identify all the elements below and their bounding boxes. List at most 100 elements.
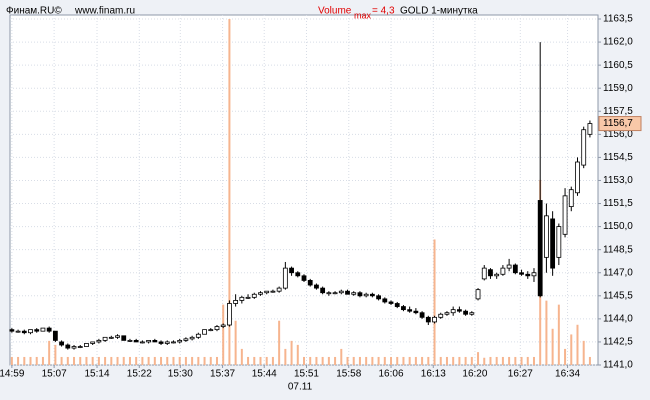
volume-bar — [532, 356, 535, 365]
volume-bar — [340, 348, 343, 365]
volume-bar — [178, 356, 181, 365]
candle-body — [96, 339, 102, 343]
date-label: 07.11 — [288, 382, 313, 393]
x-tick-label: 16:20 — [462, 369, 487, 380]
volume-bar — [73, 356, 76, 365]
candle-body — [59, 341, 64, 346]
volume-bar — [371, 356, 374, 365]
candle-body — [525, 273, 531, 277]
volume-bar — [396, 356, 399, 365]
candle-body — [139, 341, 145, 344]
candle-body — [189, 336, 195, 340]
chart-title: GOLD 1-минутка — [400, 6, 478, 17]
volume-bar — [91, 356, 94, 365]
candle-body — [108, 336, 114, 339]
volume-bar — [445, 356, 448, 365]
candle-body — [276, 287, 282, 292]
volume-bar — [551, 328, 554, 365]
candle-body — [407, 309, 413, 312]
volume-bar — [564, 348, 567, 365]
candle-body — [357, 292, 363, 297]
candle-body — [494, 273, 500, 277]
volume-bar — [10, 356, 13, 365]
volume-bar — [23, 356, 26, 365]
volume-bar — [433, 239, 436, 365]
volume-bar — [483, 357, 486, 365]
y-tick-label: 1141,0 — [603, 360, 633, 371]
volume-bar — [327, 356, 330, 365]
volume-bar — [377, 356, 380, 365]
volume-bar — [346, 356, 349, 365]
volume-bar — [240, 348, 243, 365]
volume-bar — [116, 356, 119, 365]
candle-body — [575, 161, 580, 194]
volume-bar — [508, 356, 511, 365]
last-price-label: 1156,7 — [603, 118, 633, 129]
candle-body — [90, 341, 96, 344]
volume-bar — [271, 356, 274, 365]
volume-sub: max — [354, 10, 372, 20]
volume-bar — [247, 356, 250, 365]
volume-bar — [60, 356, 63, 365]
candle-body — [419, 312, 425, 318]
volume-max: = 4,3 — [372, 6, 395, 17]
volume-bar — [383, 356, 386, 365]
candle-body — [481, 267, 487, 280]
candle-body — [587, 123, 593, 135]
x-tick-label: 15:30 — [168, 369, 193, 380]
candle-body — [506, 264, 512, 269]
volume-bar — [303, 356, 305, 365]
candle-body — [581, 129, 587, 166]
y-tick-label: 1142,5 — [603, 337, 633, 348]
y-tick-label: 1150,0 — [603, 221, 633, 232]
candle-body — [84, 343, 89, 347]
candle-body — [401, 306, 406, 311]
candle-body — [369, 293, 375, 297]
candle-body — [289, 267, 294, 274]
volume-bar — [408, 356, 411, 365]
volume-bar — [464, 356, 467, 365]
candle-body — [282, 267, 288, 289]
volume-bar — [582, 340, 585, 365]
x-tick-label: 16:34 — [555, 369, 580, 380]
volume-bar — [104, 356, 107, 365]
volume-bar — [278, 320, 281, 365]
volume-bar — [402, 356, 405, 365]
y-tick-label: 1157,5 — [603, 106, 633, 117]
candle-body — [432, 316, 437, 323]
volume-bar — [557, 304, 560, 365]
volume-bar — [514, 356, 517, 365]
volume-bar — [439, 356, 442, 365]
volume-bar — [452, 356, 455, 365]
candle-body — [183, 338, 189, 341]
candle-body — [52, 330, 58, 341]
candle-body — [202, 329, 207, 335]
volume-bar — [576, 324, 579, 365]
candle-body — [382, 298, 388, 303]
volume-bar — [184, 356, 187, 365]
volume-bar — [321, 356, 324, 365]
candle-body — [307, 280, 313, 286]
candle-body — [345, 290, 350, 295]
candle-body — [450, 309, 456, 314]
candle-body — [326, 292, 332, 295]
volume-bar — [545, 300, 548, 365]
candle-body — [245, 296, 251, 299]
x-tick-label: 15:58 — [336, 369, 361, 380]
x-tick-label: 16:13 — [421, 369, 446, 380]
candle-body — [363, 293, 369, 297]
candle-body — [102, 336, 108, 341]
candle-body — [500, 267, 506, 275]
volume-bar — [191, 356, 194, 365]
candle-body — [519, 272, 524, 275]
y-tick-label: 1154,5 — [603, 152, 633, 163]
y-tick-label: 1160,5 — [603, 60, 633, 71]
x-tick-label: 15:22 — [127, 369, 152, 380]
x-tick-label: 15:51 — [294, 369, 319, 380]
volume-bar — [29, 356, 32, 365]
candle-body — [251, 293, 257, 298]
candle-body — [77, 346, 83, 348]
candle-body — [127, 339, 133, 342]
volume-bar — [79, 356, 82, 365]
y-tick-label: 1159,0 — [603, 83, 633, 94]
